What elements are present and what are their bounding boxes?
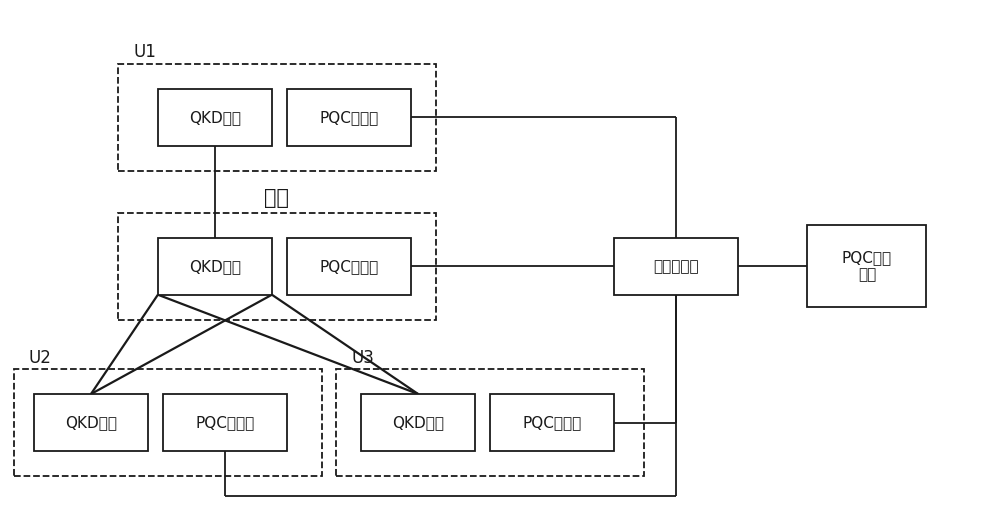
Bar: [336, 369, 644, 476]
Text: PQC用户端: PQC用户端: [319, 259, 378, 274]
Bar: [807, 225, 926, 307]
Text: U2: U2: [29, 349, 52, 367]
Bar: [158, 88, 272, 146]
Text: PQC用户端: PQC用户端: [319, 110, 378, 125]
Text: QKD设备: QKD设备: [189, 110, 241, 125]
Text: QKD设备: QKD设备: [392, 415, 444, 430]
Bar: [287, 88, 411, 146]
Text: QKD设备: QKD设备: [189, 259, 241, 274]
Bar: [614, 237, 738, 295]
Bar: [118, 64, 436, 171]
Text: PQC认证
中心: PQC认证 中心: [842, 250, 892, 282]
Text: 网络交换机: 网络交换机: [653, 259, 699, 274]
Text: PQC用户端: PQC用户端: [195, 415, 254, 430]
Text: U1: U1: [133, 43, 156, 61]
Bar: [14, 369, 322, 476]
Text: U3: U3: [351, 349, 374, 367]
Text: 中继: 中继: [264, 188, 289, 208]
Bar: [163, 394, 287, 451]
Bar: [490, 394, 614, 451]
Bar: [158, 237, 272, 295]
Text: PQC用户端: PQC用户端: [522, 415, 582, 430]
Bar: [118, 213, 436, 320]
Bar: [34, 394, 148, 451]
Text: QKD设备: QKD设备: [65, 415, 117, 430]
Bar: [287, 237, 411, 295]
Bar: [361, 394, 475, 451]
